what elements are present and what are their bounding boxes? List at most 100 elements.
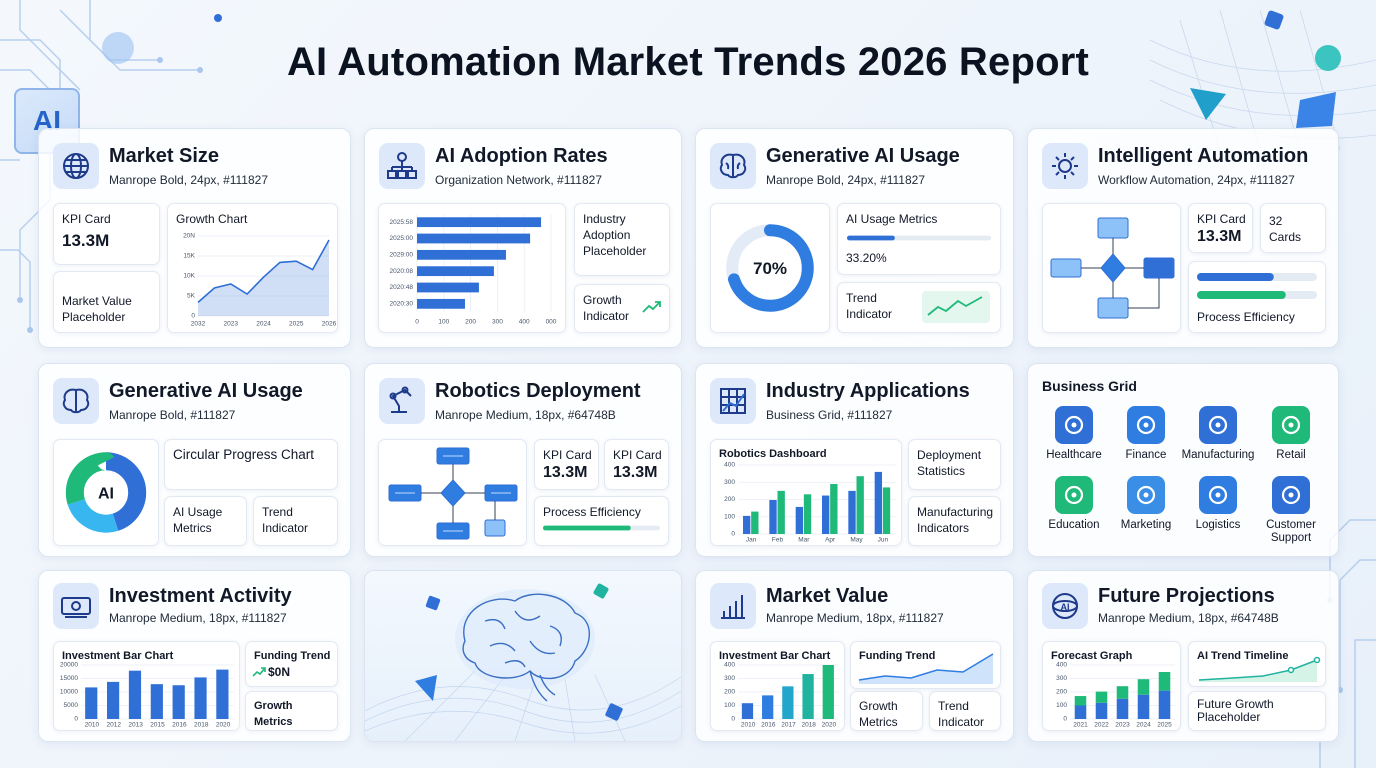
count-tile: 32 Cards xyxy=(1260,203,1326,253)
category-icon xyxy=(1055,476,1093,514)
metric-tile: Growth Metrics xyxy=(850,691,923,731)
bar xyxy=(417,266,494,277)
market-value-bar-chart: 0 100 200 300 400 2010 2016 2017 2018 2020 xyxy=(724,662,839,729)
card-title: Generative AI Usage xyxy=(766,145,960,167)
y-tick-label: 2025:58 xyxy=(390,219,414,226)
metric-progress xyxy=(847,235,991,241)
bar xyxy=(128,670,142,719)
growth-chart: 0 5K 10K 15K 20N 2032 2023 2024 2025 2026 xyxy=(183,233,337,328)
y-tick-label: 2029:00 xyxy=(390,252,414,259)
bar xyxy=(417,233,531,244)
funding-area-sparkline xyxy=(858,653,994,684)
timeline-sparkline xyxy=(1198,656,1321,682)
placeholder-label: Market Value Placeholder xyxy=(62,294,132,324)
y-tick-label: 10K xyxy=(183,273,195,280)
stat-tile: Manufacturing Indicators xyxy=(908,496,1001,546)
bar-segment xyxy=(1074,696,1087,706)
bar xyxy=(741,703,754,719)
card-subtitle: Workflow Automation, 24px, #111827 xyxy=(1098,173,1295,187)
y-tick-label: 20000 xyxy=(60,662,78,669)
y-tick-label: 5000 xyxy=(64,702,79,709)
globe-icon xyxy=(53,143,99,189)
gen-ai-usage-card: Generative AI Usage Manrope Bold, 24px, … xyxy=(695,128,1014,348)
y-tick-label: 0 xyxy=(74,716,78,723)
investment-card: Investment Activity Manrope Medium, 18px… xyxy=(38,570,351,742)
bar xyxy=(822,495,830,534)
kpi-label: KPI Card xyxy=(543,448,592,462)
y-tick-label: 300 xyxy=(724,675,735,682)
card-title: Robotics Deployment xyxy=(435,380,641,402)
y-tick-label: 0 xyxy=(731,531,735,538)
card-title: Investment Activity xyxy=(109,585,292,607)
bar xyxy=(743,515,751,534)
indicator-tile: Growth Indicator xyxy=(574,284,670,333)
bar-segment xyxy=(1095,702,1108,719)
metric-label: AI Usage Metrics xyxy=(846,212,938,226)
bar xyxy=(417,282,479,293)
category-icon xyxy=(1055,406,1093,444)
y-tick-label: 300 xyxy=(1056,675,1067,682)
robot-arm-icon xyxy=(379,378,425,424)
x-tick-label: May xyxy=(850,537,863,544)
x-tick-label: 200 xyxy=(465,319,476,326)
donut-center-label: AI xyxy=(98,486,114,503)
y-tick-label: 300 xyxy=(724,479,735,486)
x-tick-label: 2024 xyxy=(1136,722,1151,729)
usage-ring: 70% xyxy=(726,224,814,312)
card-title: Future Projections xyxy=(1098,585,1275,607)
progress-bar xyxy=(543,525,631,531)
card-title: Business Grid xyxy=(1042,378,1137,394)
x-tick-label: 300 xyxy=(492,319,503,326)
funding-tile: Funding Trend xyxy=(850,641,1001,689)
adoption-bar-chart: 0 100 200 300 400 000 2025:58 2025:00 2029:00 202… xyxy=(390,214,557,326)
kpi-value: 13.3M xyxy=(613,464,658,481)
card-subtitle: Manrope Medium, 18px, #64748B xyxy=(435,408,616,422)
market-size-card: Market Size Manrope Bold, 24px, #111827 … xyxy=(38,128,351,348)
bar xyxy=(822,665,834,719)
x-tick-label: 2024 xyxy=(256,321,271,328)
flow-tile xyxy=(378,439,527,546)
kpi-value: 13.3M xyxy=(1197,228,1242,245)
svg-text:AI: AI xyxy=(1061,602,1070,612)
gen-ai-usage-card-2: Generative AI Usage Manrope Bold, #11182… xyxy=(38,363,351,557)
placeholder-label: Future Growth Placeholder xyxy=(1197,697,1274,724)
bar xyxy=(85,687,98,719)
timeline-tile: AI Trend Timeline xyxy=(1188,641,1326,687)
x-tick-label: Jan xyxy=(746,537,757,544)
donut-tile: AI xyxy=(53,439,159,546)
placeholder-tile: Market Value Placeholder xyxy=(53,271,160,333)
chart-tile: Growth Chart 0 5K 10K 15K 20N 2032 2023 2024 2025… xyxy=(167,203,338,333)
bar-segment xyxy=(1137,679,1150,695)
y-tick-label: 100 xyxy=(724,702,735,709)
robotics-bar-chart: 0 100 200 300 400 Jan Feb Mar Apr May Jun xyxy=(724,462,896,544)
funding-label: Funding Trend xyxy=(254,650,331,662)
category-label: Finance xyxy=(1125,449,1167,461)
card-subtitle: Manrope Medium, 18px, #64748B xyxy=(1098,611,1279,625)
x-tick-label: 2018 xyxy=(801,722,816,729)
placeholder-label: Industry Adoption Placeholder xyxy=(583,212,647,258)
progress-bars xyxy=(1197,273,1317,299)
bar xyxy=(802,674,814,719)
category-icon xyxy=(1127,406,1165,444)
kpi-tile: KPI Card 13.3M xyxy=(53,203,160,265)
category-label: Customer Support xyxy=(1266,519,1316,544)
card-subtitle: Manrope Medium, 18px, #111827 xyxy=(109,611,287,625)
card-subtitle: Business Grid, #111827 xyxy=(766,408,893,422)
stat-label: Manufacturing Indicators xyxy=(917,505,994,535)
y-tick-label: 5K xyxy=(187,293,196,300)
y-tick-label: 0 xyxy=(191,313,195,320)
category-icon xyxy=(1127,476,1165,514)
metric-tile: AI Usage Metrics 33.20% xyxy=(837,203,1001,275)
ring-tile: 70% xyxy=(710,203,830,333)
grid-chart-icon xyxy=(710,378,756,424)
money-icon xyxy=(53,583,99,629)
y-tick-label: 10000 xyxy=(60,689,78,696)
chart-tile: Forecast Graph 0 100 200 300 400 2021 2022 2023 2… xyxy=(1042,641,1181,731)
chart-title: Growth Chart xyxy=(176,212,248,226)
bar xyxy=(795,506,804,534)
icon-glyph xyxy=(1281,415,1301,435)
bar xyxy=(777,490,785,534)
metric-label: Growth Metrics xyxy=(254,700,293,728)
x-tick-label: 400 xyxy=(519,319,530,326)
